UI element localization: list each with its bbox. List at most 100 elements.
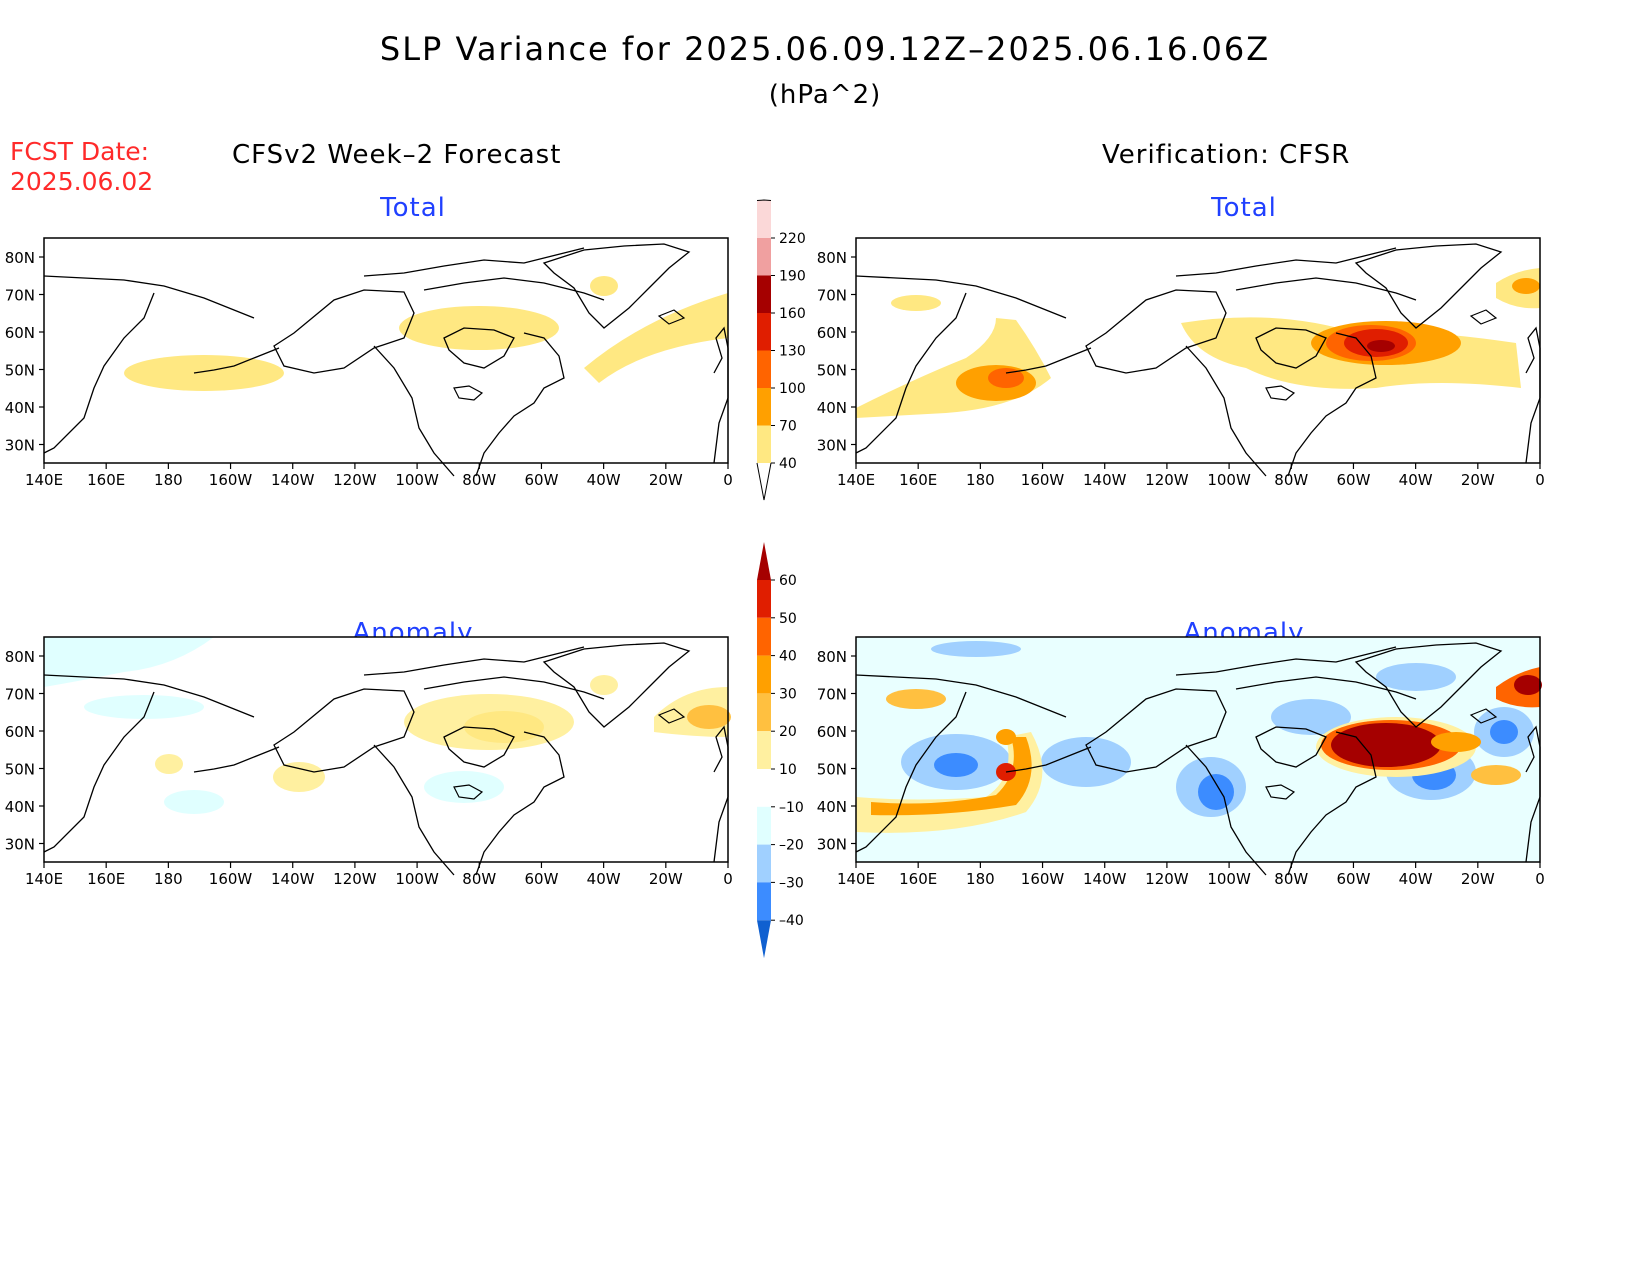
- colorbar-swatch: [757, 542, 771, 580]
- colorbar-label: 160: [779, 306, 806, 322]
- colorbar-label: –30: [779, 875, 804, 891]
- colorbar-swatch: [757, 617, 771, 656]
- lon-tick-label: 80W: [462, 870, 496, 888]
- colorbar-label: –10: [779, 800, 804, 816]
- lon-tick-label: 140W: [271, 870, 315, 888]
- panel-frame: [43, 237, 729, 464]
- colorbar-anomaly: 60 50 40 30 20 10 –10 –20 –30 –40: [757, 542, 804, 959]
- lon-tick-label: 20W: [1461, 471, 1495, 489]
- lat-tick-label: 70N: [817, 287, 847, 305]
- lon-tick-label: 140E: [25, 870, 63, 888]
- lon-tick-label: 20W: [649, 870, 683, 888]
- colorbar-swatch: [757, 882, 771, 921]
- lon-tick-label: 0: [1535, 471, 1545, 489]
- right-column-heading: Verification: CFSR: [1102, 140, 1351, 170]
- lon-tick-label: 40W: [1399, 471, 1433, 489]
- lon-tick-label: 160W: [1021, 870, 1065, 888]
- colorbar-swatch: [757, 200, 771, 238]
- lon-tick-label: 160E: [87, 870, 125, 888]
- lon-tick-label: 180: [966, 471, 995, 489]
- lon-tick-label: 120W: [1145, 870, 1189, 888]
- lon-tick-label: 20W: [649, 471, 683, 489]
- lon-tick-label: 60W: [1336, 471, 1370, 489]
- colorbar-swatch: [757, 313, 771, 351]
- forecast-date-label: FCST Date:: [10, 137, 150, 166]
- lon-tick-label: 140W: [271, 471, 315, 489]
- colorbar-label: 30: [779, 686, 797, 702]
- lon-tick-label: 140W: [1083, 870, 1127, 888]
- lat-tick-label: 80N: [5, 249, 35, 267]
- map-panel-forecast-anomaly: [43, 636, 731, 876]
- lon-tick-label: 40W: [587, 471, 621, 489]
- lat-tick-label: 30N: [817, 836, 847, 854]
- lon-tick-label: 140E: [837, 471, 875, 489]
- lon-tick-label: 140W: [1083, 471, 1127, 489]
- panel-subtitle-top-left: Total: [380, 193, 446, 223]
- map-panel-forecast-total: [43, 237, 729, 477]
- lat-tick-label: 80N: [817, 249, 847, 267]
- chart-title: SLP Variance for 2025.06.09.12Z–2025.06.…: [379, 30, 1271, 68]
- colorbar-swatch: [757, 425, 771, 463]
- lon-tick-label: 80W: [1274, 870, 1308, 888]
- contour-shading: [584, 293, 728, 383]
- lon-tick-label: 80W: [462, 471, 496, 489]
- lon-tick-label: 140E: [837, 870, 875, 888]
- lat-tick-label: 50N: [817, 761, 847, 779]
- contour-shading: [590, 276, 618, 296]
- colorbar-swatch: [757, 388, 771, 426]
- lat-tick-label: 40N: [817, 798, 847, 816]
- lon-tick-label: 0: [723, 471, 733, 489]
- lat-tick-label: 50N: [817, 362, 847, 380]
- colorbar-label: 50: [779, 611, 797, 627]
- colorbar-swatch: [757, 580, 771, 618]
- lat-tick-label: 50N: [5, 761, 35, 779]
- lon-tick-label: 160E: [899, 471, 937, 489]
- lon-tick-label: 180: [154, 471, 183, 489]
- lat-tick-label: 30N: [5, 836, 35, 854]
- lon-tick-label: 180: [966, 870, 995, 888]
- colorbar-swatch: [757, 769, 771, 807]
- lat-tick-label: 30N: [817, 437, 847, 455]
- map-panel-verification-total: [855, 237, 1541, 477]
- lon-tick-label: 100W: [1207, 471, 1251, 489]
- lon-tick-label: 160E: [87, 471, 125, 489]
- map-panel-verification-anomaly: [855, 636, 1542, 876]
- colorbar-label: 60: [779, 573, 797, 589]
- colorbar-label: 40: [779, 649, 797, 665]
- colorbar-swatch: [757, 806, 771, 845]
- left-column-heading: CFSv2 Week–2 Forecast: [232, 140, 562, 170]
- lon-tick-label: 40W: [587, 870, 621, 888]
- lon-tick-label: 60W: [1336, 870, 1370, 888]
- lat-tick-label: 60N: [5, 723, 35, 741]
- lon-tick-label: 120W: [333, 471, 377, 489]
- colorbar-swatch: [757, 655, 771, 694]
- lon-tick-label: 100W: [395, 471, 439, 489]
- lon-tick-label: 160W: [1021, 471, 1065, 489]
- lon-tick-label: 120W: [1145, 471, 1189, 489]
- lon-tick-label: 60W: [524, 471, 558, 489]
- units-label: (hPa^2): [768, 80, 882, 110]
- colorbar-label: 130: [779, 344, 806, 360]
- lat-tick-label: 70N: [5, 287, 35, 305]
- lon-tick-label: 0: [723, 870, 733, 888]
- colorbar-label: 10: [779, 762, 797, 778]
- colorbar-label: 220: [779, 231, 806, 247]
- lon-tick-label: 100W: [1207, 870, 1251, 888]
- lon-tick-label: 180: [154, 870, 183, 888]
- lat-tick-label: 60N: [817, 324, 847, 342]
- lon-tick-label: 80W: [1274, 471, 1308, 489]
- colorbar-swatch: [757, 350, 771, 388]
- colorbar-total: 40 70 100 130 160 190 220: [756, 199, 806, 501]
- panel-subtitle-top-right: Total: [1211, 193, 1277, 223]
- contour-shading: [399, 306, 559, 350]
- colorbar-arrow: [756, 462, 772, 501]
- lon-tick-label: 20W: [1461, 870, 1495, 888]
- axis-ticks: 80N 70N 60N 50N 40N 30N 140E 160E 180 160W 140W 120…: [5, 249, 1545, 888]
- colorbar-swatch: [757, 238, 771, 276]
- lat-tick-label: 40N: [817, 399, 847, 417]
- colorbar-label: 70: [779, 419, 797, 435]
- colorbar-swatch: [757, 275, 771, 313]
- lat-tick-label: 40N: [5, 798, 35, 816]
- lon-tick-label: 120W: [333, 870, 377, 888]
- contour-shading: [124, 355, 284, 391]
